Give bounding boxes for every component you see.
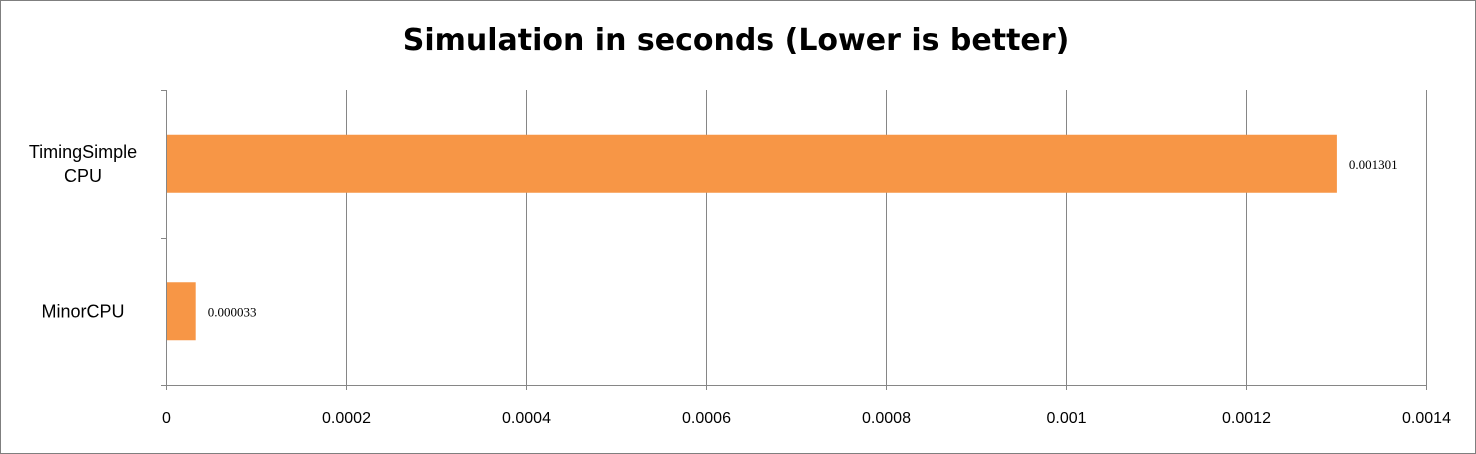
bar <box>167 134 1337 193</box>
x-tick-label: 0 <box>162 410 171 427</box>
data-label: 0.000033 <box>208 304 257 319</box>
data-label: 0.001301 <box>1349 157 1398 172</box>
x-tick-label: 0.0006 <box>682 410 731 427</box>
x-tick-label: 0.0012 <box>1222 410 1271 427</box>
x-tick-label: 0.001 <box>1046 410 1086 427</box>
chart-title: Simulation in seconds (Lower is better) <box>402 23 1070 58</box>
x-tick-label: 0.0002 <box>322 410 371 427</box>
bar <box>167 282 196 341</box>
category-label: MinorCPU <box>41 301 124 321</box>
category-label: CPU <box>64 166 102 186</box>
x-tick-label: 0.0004 <box>502 410 551 427</box>
category-label: TimingSimple <box>29 142 137 162</box>
x-tick-label: 0.0008 <box>862 410 911 427</box>
x-tick-label: 0.0014 <box>1402 410 1451 427</box>
